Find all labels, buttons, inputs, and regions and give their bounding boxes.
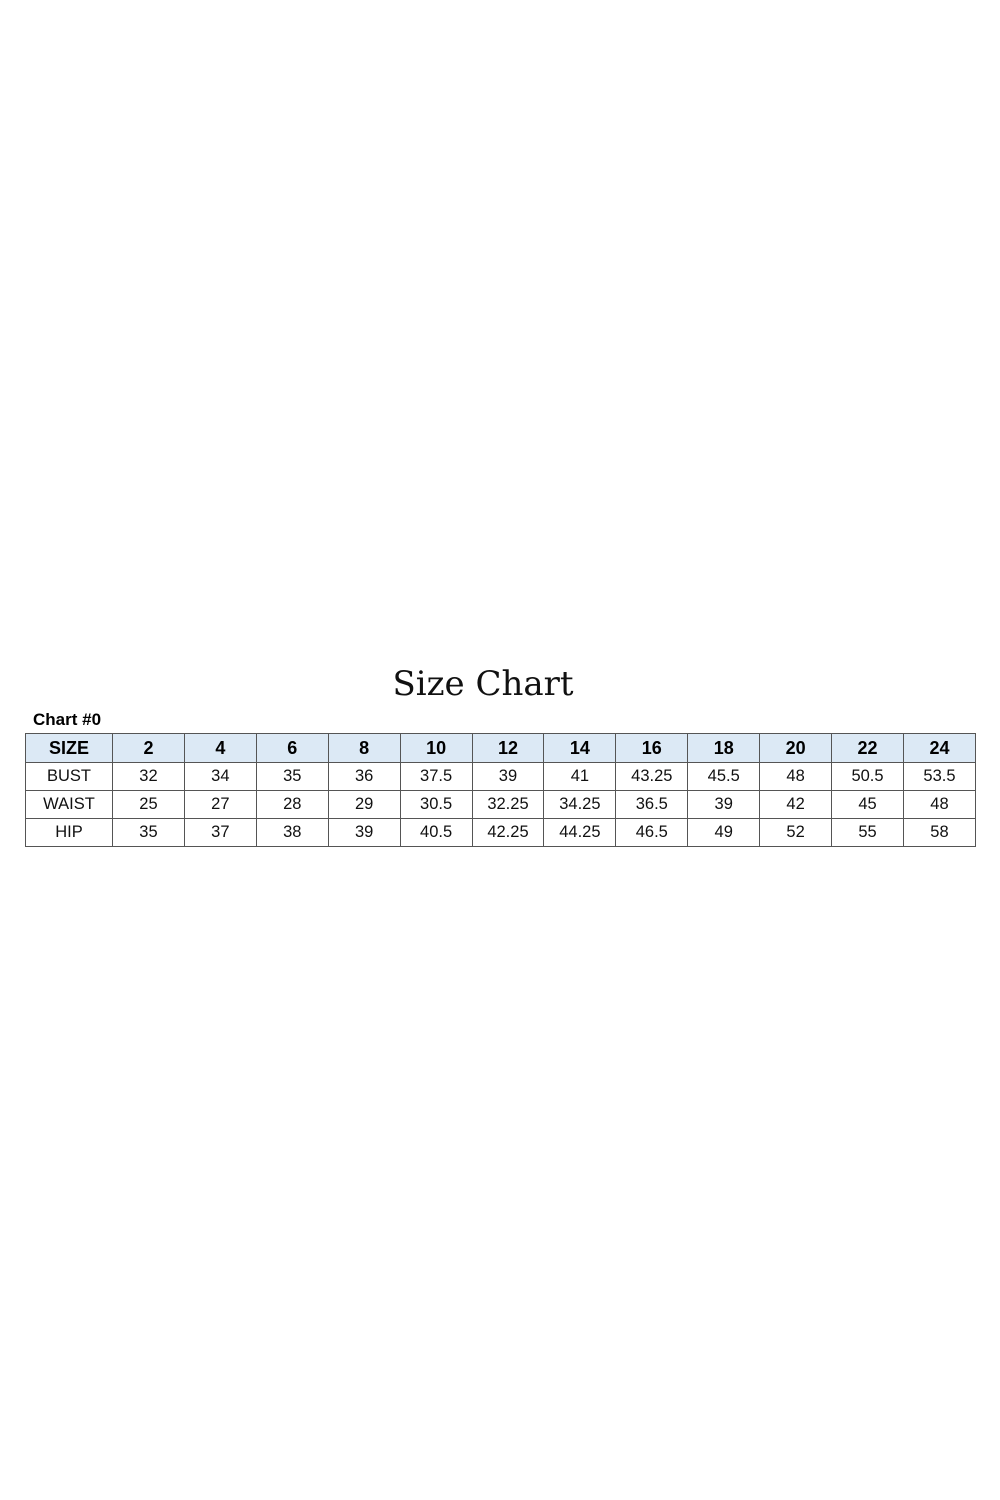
table-cell: 49 xyxy=(687,818,761,847)
header-size: 12 xyxy=(471,733,545,763)
header-size: 10 xyxy=(399,733,473,763)
table-cell: 27 xyxy=(183,790,257,819)
table-cell: 55 xyxy=(831,818,904,847)
table-cell: 44.25 xyxy=(543,818,617,847)
table-row: WAIST 25 27 28 29 30.5 32.25 34.25 36.5 39 42 45 48 xyxy=(25,790,977,819)
table-cell: 41 xyxy=(543,762,617,791)
table-cell: 39 xyxy=(327,818,401,847)
table-cell: 46.5 xyxy=(615,818,689,847)
table-cell: 37 xyxy=(183,818,257,847)
table-cell: 45 xyxy=(831,790,904,819)
header-size: 2 xyxy=(112,733,185,763)
table-cell: 48 xyxy=(902,790,977,819)
table-cell: 38 xyxy=(255,818,329,847)
header-size: 14 xyxy=(543,733,617,763)
header-size: 16 xyxy=(615,733,689,763)
chart-subtitle: Chart #0 xyxy=(33,710,102,729)
header-label: SIZE xyxy=(25,733,113,763)
table-cell: 32.25 xyxy=(471,790,545,819)
header-size: 4 xyxy=(183,733,257,763)
table-cell: 34 xyxy=(183,762,257,791)
row-label: WAIST xyxy=(25,790,113,819)
table-cell: 53.5 xyxy=(902,762,977,791)
table-cell: 35 xyxy=(255,762,329,791)
table-row: BUST 32 34 35 36 37.5 39 41 43.25 45.5 48 50.5 53.5 xyxy=(25,762,977,791)
table-cell: 30.5 xyxy=(399,790,473,819)
row-label: BUST xyxy=(25,762,113,791)
table-cell: 25 xyxy=(112,790,185,819)
table-cell: 42 xyxy=(759,790,833,819)
row-label: HIP xyxy=(25,818,113,847)
table-cell: 58 xyxy=(902,818,977,847)
table-cell: 45.5 xyxy=(687,762,761,791)
table-cell: 37.5 xyxy=(399,762,473,791)
header-size: 20 xyxy=(759,733,833,763)
header-size: 8 xyxy=(327,733,401,763)
header-size: 22 xyxy=(831,733,904,763)
header-size: 18 xyxy=(687,733,761,763)
table-cell: 50.5 xyxy=(831,762,904,791)
table-cell: 39 xyxy=(687,790,761,819)
table-cell: 42.25 xyxy=(471,818,545,847)
header-row: SIZE 2 4 6 8 10 12 14 16 18 20 22 24 xyxy=(25,733,977,763)
table-cell: 28 xyxy=(255,790,329,819)
table-cell: 36 xyxy=(327,762,401,791)
table-cell: 29 xyxy=(327,790,401,819)
table-cell: 43.25 xyxy=(615,762,689,791)
table-row: HIP 35 37 38 39 40.5 42.25 44.25 46.5 49 52 55 58 xyxy=(25,818,977,847)
header-size: 24 xyxy=(902,733,977,763)
table-cell: 48 xyxy=(759,762,833,791)
table-cell: 52 xyxy=(759,818,833,847)
table-cell: 35 xyxy=(112,818,185,847)
table-cell: 39 xyxy=(471,762,545,791)
header-size: 6 xyxy=(255,733,329,763)
page-title: Size Chart xyxy=(392,664,574,704)
table-cell: 32 xyxy=(112,762,185,791)
table-cell: 36.5 xyxy=(615,790,689,819)
table-cell: 40.5 xyxy=(399,818,473,847)
table-cell: 34.25 xyxy=(543,790,617,819)
size-chart-table: SIZE 2 4 6 8 10 12 14 16 18 20 22 24 BUST 32 34 35 36 37.… xyxy=(25,733,977,847)
